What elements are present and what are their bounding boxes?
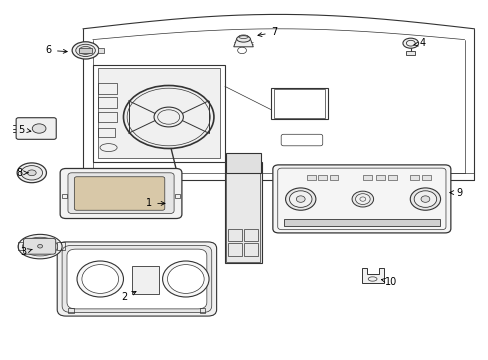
FancyBboxPatch shape bbox=[57, 242, 216, 316]
Ellipse shape bbox=[18, 234, 62, 259]
Ellipse shape bbox=[79, 46, 92, 54]
Ellipse shape bbox=[27, 170, 36, 176]
FancyBboxPatch shape bbox=[60, 168, 182, 219]
Bar bbox=[329, 175, 338, 180]
Text: 8: 8 bbox=[17, 168, 28, 178]
Bar bbox=[318, 175, 326, 180]
Bar bbox=[132, 266, 159, 294]
Bar bbox=[175, 194, 180, 198]
Ellipse shape bbox=[355, 194, 369, 204]
Bar bbox=[98, 83, 117, 94]
FancyBboxPatch shape bbox=[74, 177, 164, 210]
Ellipse shape bbox=[77, 261, 123, 297]
Bar bbox=[422, 175, 430, 180]
FancyBboxPatch shape bbox=[16, 118, 56, 139]
Bar bbox=[98, 97, 117, 108]
Ellipse shape bbox=[402, 38, 418, 48]
Bar bbox=[228, 229, 242, 241]
Bar bbox=[273, 89, 325, 118]
Bar bbox=[93, 65, 224, 162]
Bar bbox=[98, 128, 115, 137]
Ellipse shape bbox=[167, 265, 204, 293]
Text: 9: 9 bbox=[449, 188, 462, 198]
Text: 2: 2 bbox=[122, 291, 136, 302]
Ellipse shape bbox=[32, 124, 46, 133]
Text: 6: 6 bbox=[46, 45, 67, 55]
Bar bbox=[228, 243, 242, 256]
Bar bbox=[226, 163, 260, 262]
Ellipse shape bbox=[21, 166, 42, 180]
Ellipse shape bbox=[285, 188, 315, 210]
Text: 7: 7 bbox=[257, 27, 276, 37]
Bar bbox=[62, 194, 67, 198]
Bar bbox=[406, 51, 414, 55]
Ellipse shape bbox=[81, 265, 118, 293]
Ellipse shape bbox=[413, 191, 436, 207]
Text: 4: 4 bbox=[413, 38, 425, 48]
Ellipse shape bbox=[296, 196, 305, 202]
Ellipse shape bbox=[38, 244, 42, 248]
FancyBboxPatch shape bbox=[272, 165, 450, 233]
Bar bbox=[409, 175, 418, 180]
Text: 3: 3 bbox=[20, 247, 32, 257]
Ellipse shape bbox=[17, 163, 46, 183]
Text: 5: 5 bbox=[18, 125, 31, 135]
Text: 10: 10 bbox=[381, 276, 397, 287]
Bar bbox=[225, 153, 261, 173]
Bar bbox=[98, 48, 103, 53]
Bar bbox=[271, 88, 327, 119]
Bar bbox=[98, 68, 220, 158]
FancyBboxPatch shape bbox=[68, 173, 174, 213]
Bar bbox=[244, 229, 257, 241]
Bar bbox=[375, 175, 384, 180]
Bar bbox=[79, 48, 92, 53]
Polygon shape bbox=[361, 268, 383, 283]
Bar bbox=[387, 175, 396, 180]
Ellipse shape bbox=[420, 196, 429, 202]
FancyBboxPatch shape bbox=[62, 246, 211, 312]
Bar bbox=[68, 308, 74, 313]
Bar bbox=[244, 243, 257, 256]
Ellipse shape bbox=[76, 44, 95, 57]
Ellipse shape bbox=[351, 191, 373, 207]
Bar bbox=[306, 175, 315, 180]
Ellipse shape bbox=[289, 191, 311, 207]
Bar bbox=[98, 112, 117, 122]
Bar bbox=[18, 242, 25, 250]
Bar bbox=[57, 242, 64, 250]
Ellipse shape bbox=[22, 237, 58, 256]
Bar bbox=[283, 219, 439, 226]
Polygon shape bbox=[233, 39, 253, 47]
Text: 1: 1 bbox=[146, 198, 164, 208]
Bar bbox=[224, 162, 261, 263]
Ellipse shape bbox=[409, 188, 440, 210]
Ellipse shape bbox=[162, 261, 209, 297]
Ellipse shape bbox=[236, 36, 250, 42]
Bar bbox=[199, 308, 205, 313]
Ellipse shape bbox=[72, 42, 99, 59]
Bar bbox=[363, 175, 371, 180]
FancyBboxPatch shape bbox=[67, 249, 206, 309]
FancyBboxPatch shape bbox=[23, 238, 56, 254]
